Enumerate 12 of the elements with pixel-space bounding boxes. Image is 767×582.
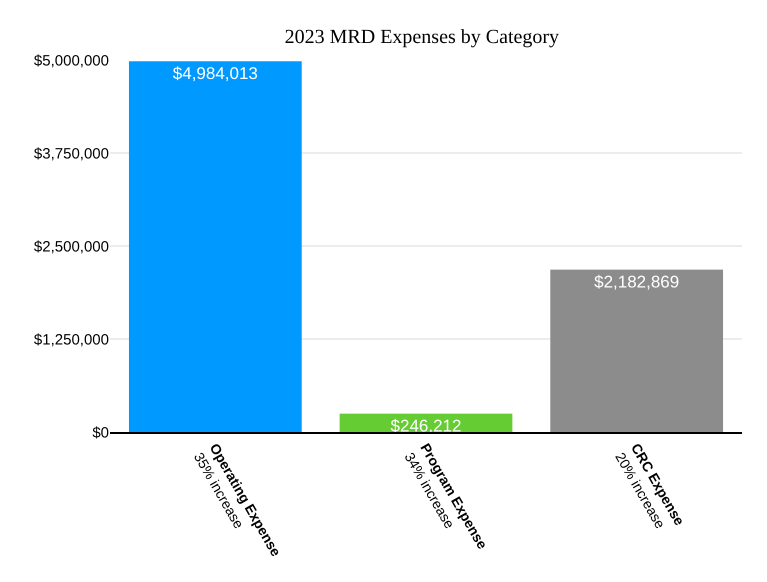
data-label: $2,182,869 [594,272,680,292]
bar [128,61,302,432]
bar [550,270,724,432]
data-label: $4,984,013 [172,64,258,84]
bar [340,414,512,432]
data-label: $246,212 [390,416,462,436]
y-tick-label: $5,000,000 [34,52,109,70]
chart-title: 2023 MRD Expenses by Category [284,26,560,48]
y-tick-label: $0 [92,424,109,442]
y-tick-label: $3,750,000 [34,145,109,162]
y-tick-label: $1,250,000 [34,331,109,348]
y-tick-label: $2,500,000 [34,238,109,256]
